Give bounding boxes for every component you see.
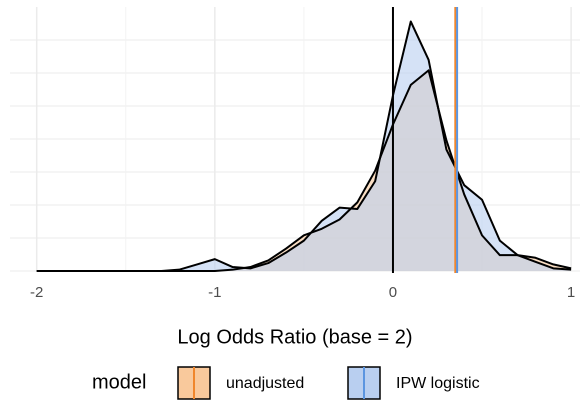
legend-title: model bbox=[92, 371, 146, 393]
x-tick-label: -2 bbox=[30, 284, 43, 301]
density-line bbox=[36, 20, 572, 272]
legend-label: unadjusted bbox=[226, 375, 304, 392]
x-axis-title: Log Odds Ratio (base = 2) bbox=[177, 326, 412, 348]
x-tick-label: 0 bbox=[389, 284, 397, 301]
x-tick-label: -1 bbox=[208, 284, 221, 301]
legend-label: IPW logistic bbox=[396, 375, 480, 392]
x-tick-label: 1 bbox=[567, 284, 575, 301]
density-area bbox=[36, 21, 572, 271]
